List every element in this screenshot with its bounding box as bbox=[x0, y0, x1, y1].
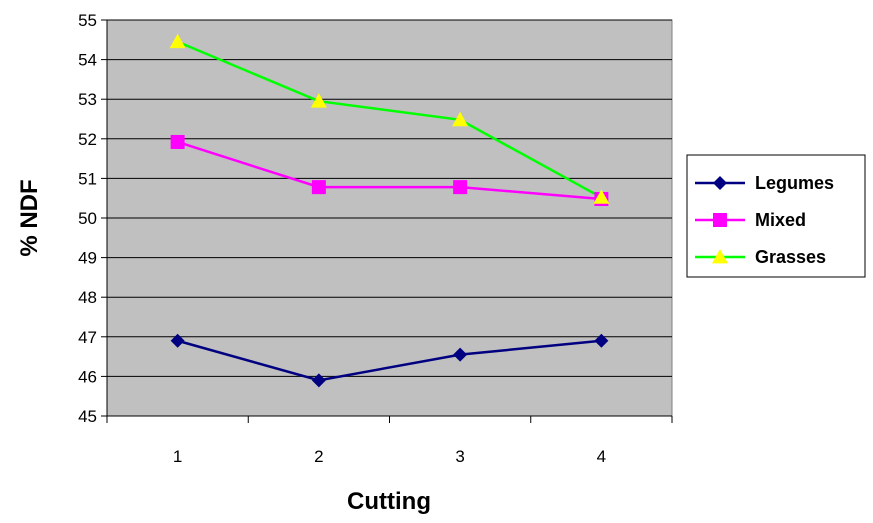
x-axis-title: Cutting bbox=[347, 488, 431, 515]
series-markers bbox=[169, 33, 610, 388]
y-tick-label: 46 bbox=[78, 367, 97, 386]
y-tick-label: 53 bbox=[78, 90, 97, 109]
y-tick-label: 51 bbox=[78, 169, 97, 188]
legend-label-legumes: Legumes bbox=[755, 173, 834, 193]
series-lines bbox=[177, 40, 602, 382]
legumes-point bbox=[170, 333, 185, 348]
legend-label-mixed: Mixed bbox=[755, 210, 806, 230]
x-tick-label: 2 bbox=[314, 447, 323, 466]
y-tick-label: 55 bbox=[78, 11, 97, 30]
x-tick-label: 4 bbox=[597, 447, 606, 466]
mixed-point bbox=[170, 134, 185, 149]
legumes-point bbox=[594, 333, 609, 348]
grasses-point bbox=[169, 33, 186, 49]
y-tick-label: 47 bbox=[78, 328, 97, 347]
y-tick-labels: 45 46 47 48 49 50 51 52 53 54 55 bbox=[78, 11, 97, 426]
gridlines bbox=[107, 19, 672, 377]
legend-marker-mixed bbox=[713, 213, 727, 227]
legend-label-grasses: Grasses bbox=[755, 247, 826, 267]
y-tick-label: 45 bbox=[78, 407, 97, 426]
grasses-line bbox=[177, 40, 602, 199]
y-axis-title: % NDF bbox=[16, 179, 43, 256]
x-tick-label: 3 bbox=[455, 447, 464, 466]
mixed-line bbox=[177, 140, 602, 201]
legend-item-grasses: Grasses bbox=[695, 247, 826, 267]
y-tick-label: 52 bbox=[78, 130, 97, 149]
grasses-point bbox=[310, 93, 327, 108]
grasses-point bbox=[593, 189, 610, 204]
x-tick-labels: 1 2 3 4 bbox=[173, 447, 606, 466]
axes bbox=[101, 19, 673, 423]
legend-item-mixed: Mixed bbox=[695, 210, 806, 230]
legend-marker-legumes bbox=[713, 176, 727, 190]
grasses-point bbox=[452, 111, 469, 127]
y-tick-label: 50 bbox=[78, 209, 97, 228]
legumes-point bbox=[453, 347, 468, 362]
legumes-line bbox=[177, 339, 602, 382]
y-tick-label: 49 bbox=[78, 249, 97, 268]
y-tick-label: 48 bbox=[78, 288, 97, 307]
x-tick-label: 1 bbox=[173, 447, 182, 466]
legend-marker-grasses bbox=[712, 249, 728, 264]
legumes-point bbox=[311, 373, 326, 388]
legend: Legumes Mixed Grasses bbox=[686, 154, 866, 278]
mixed-point bbox=[453, 180, 468, 195]
mixed-point bbox=[311, 180, 326, 195]
legend-item-legumes: Legumes bbox=[695, 173, 834, 193]
y-tick-label: 54 bbox=[78, 51, 97, 70]
